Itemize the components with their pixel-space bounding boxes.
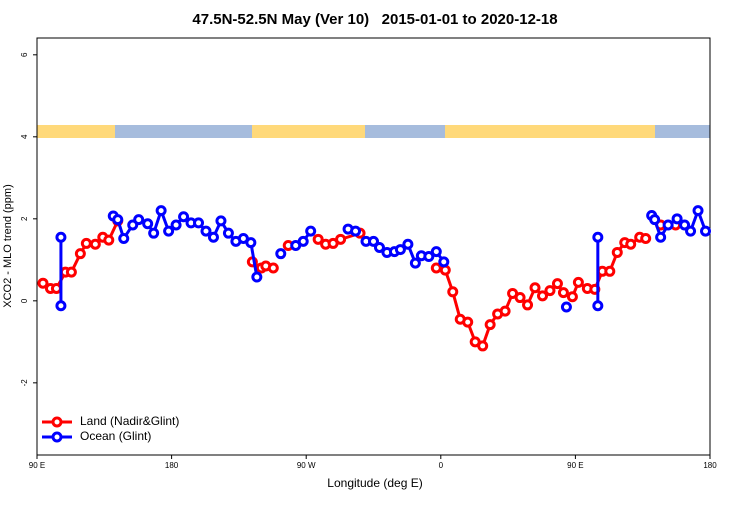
data-point bbox=[551, 278, 563, 290]
data-point bbox=[560, 301, 572, 313]
data-point bbox=[625, 238, 637, 250]
data-point bbox=[544, 285, 556, 297]
data-point bbox=[350, 225, 362, 237]
data-point bbox=[447, 286, 459, 298]
data-point bbox=[207, 231, 219, 243]
data-point bbox=[409, 257, 421, 269]
data-point bbox=[679, 219, 691, 231]
data-point bbox=[430, 262, 442, 274]
data-point bbox=[655, 231, 667, 243]
legend-label: Land (Nadir&Glint) bbox=[80, 414, 179, 428]
legend-marker bbox=[51, 416, 63, 428]
data-point bbox=[373, 242, 385, 254]
data-point bbox=[178, 211, 190, 223]
land-mask-band bbox=[37, 125, 710, 138]
data-point bbox=[592, 231, 604, 243]
data-point bbox=[267, 262, 279, 274]
data-point bbox=[439, 264, 451, 276]
data-point bbox=[649, 214, 661, 226]
data-point bbox=[572, 276, 584, 288]
y-tick-label: 2 bbox=[20, 216, 29, 221]
data-point bbox=[112, 214, 124, 226]
legend-marker bbox=[51, 431, 63, 443]
data-point bbox=[215, 215, 227, 227]
data-point bbox=[251, 271, 263, 283]
data-point bbox=[604, 265, 616, 277]
series-line bbox=[59, 206, 707, 306]
data-point bbox=[335, 233, 347, 245]
data-point bbox=[133, 214, 145, 226]
data-point bbox=[103, 234, 115, 246]
data-point bbox=[394, 244, 406, 256]
data-point bbox=[529, 282, 541, 294]
data-point bbox=[118, 233, 130, 245]
data-point bbox=[305, 225, 317, 237]
data-point bbox=[65, 266, 77, 278]
y-tick-label: -2 bbox=[20, 379, 29, 387]
data-point bbox=[430, 246, 442, 258]
data-point bbox=[55, 300, 67, 312]
x-axis-label: Longitude (deg E) bbox=[327, 476, 422, 490]
data-point bbox=[566, 291, 578, 303]
data-point bbox=[611, 246, 623, 258]
x-tick-label: 180 bbox=[165, 461, 179, 470]
data-point bbox=[640, 233, 652, 245]
data-point bbox=[155, 205, 167, 217]
data-point bbox=[671, 213, 683, 225]
plot-frame bbox=[36, 37, 711, 456]
chart-title: 47.5N-52.5N May (Ver 10) 2015-01-01 to 2… bbox=[192, 11, 557, 28]
data-point bbox=[402, 238, 414, 250]
x-tick-label: 90 E bbox=[29, 461, 45, 470]
data-point bbox=[163, 225, 175, 237]
data-point bbox=[438, 256, 450, 268]
data-point bbox=[536, 290, 548, 302]
x-tick-label: 90 E bbox=[567, 461, 583, 470]
y-tick-label: 6 bbox=[20, 52, 29, 57]
data-point bbox=[275, 248, 287, 260]
data-point bbox=[514, 292, 526, 304]
data-point bbox=[50, 283, 62, 295]
data-point bbox=[80, 237, 92, 249]
data-point bbox=[297, 235, 309, 247]
data-point bbox=[477, 340, 489, 352]
x-tick-label: 0 bbox=[439, 461, 444, 470]
data-point bbox=[222, 227, 234, 239]
data-point bbox=[142, 218, 154, 230]
data-point bbox=[245, 237, 257, 249]
legend-label: Ocean (Glint) bbox=[80, 429, 151, 443]
data-point bbox=[312, 233, 324, 245]
data-point bbox=[662, 219, 674, 231]
data-point bbox=[89, 238, 101, 250]
y-tick-label: 0 bbox=[20, 298, 29, 303]
data-point bbox=[499, 305, 511, 317]
y-tick-label: 4 bbox=[20, 134, 29, 139]
data-point bbox=[522, 299, 534, 311]
data-point bbox=[692, 205, 704, 217]
data-point bbox=[170, 219, 182, 231]
x-tick-label: 90 W bbox=[297, 461, 316, 470]
data-point bbox=[462, 316, 474, 328]
data-point bbox=[685, 225, 697, 237]
data-point bbox=[423, 251, 435, 263]
data-point bbox=[700, 225, 712, 237]
data-point bbox=[37, 277, 49, 289]
data-point bbox=[193, 217, 205, 229]
x-tick-label: 180 bbox=[703, 461, 717, 470]
data-point bbox=[557, 287, 569, 299]
data-point bbox=[55, 231, 67, 243]
data-point bbox=[200, 225, 212, 237]
y-axis-label: XCO2 - MLO trend (ppm) bbox=[2, 184, 14, 307]
data-point bbox=[74, 248, 86, 260]
data-point bbox=[484, 319, 496, 331]
data-point bbox=[368, 235, 379, 247]
data-point bbox=[592, 300, 604, 312]
data-point bbox=[148, 227, 160, 239]
